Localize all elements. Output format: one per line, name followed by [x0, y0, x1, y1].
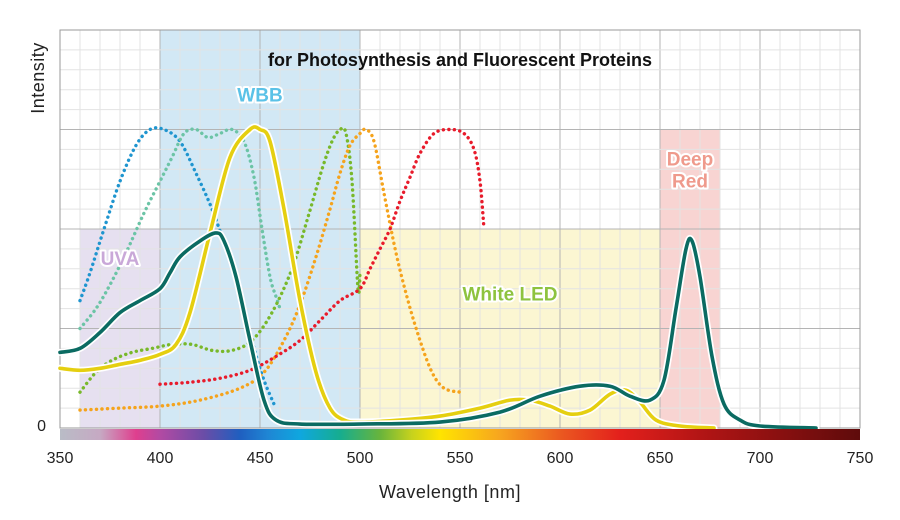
band-label-uva: UVA: [101, 249, 140, 270]
chart-title: for Photosynthesis and Fluorescent Prote…: [268, 50, 652, 70]
band-deep-red: [660, 129, 720, 428]
x-tick-label: 500: [347, 450, 374, 467]
x-tick-label: 450: [247, 450, 274, 467]
x-tick-label: 350: [47, 450, 74, 467]
plot-frame: [59, 29, 861, 429]
spectra-series: [56, 123, 820, 432]
x-tick-label: 750: [847, 450, 874, 467]
y-zero-label: 0: [37, 418, 46, 435]
series-green-dotted: [78, 126, 362, 394]
series-orange-dotted: [78, 127, 462, 412]
x-tick-label: 650: [647, 450, 674, 467]
band-label-deep-red: Deep Red: [667, 149, 713, 192]
band-label-white-led: White LED: [463, 285, 558, 306]
y-axis-label: Intensity: [28, 42, 48, 114]
x-tick-label: 400: [147, 450, 174, 467]
series-teal-solid: [58, 231, 818, 430]
x-tick-label: 700: [747, 450, 774, 467]
x-tick-label: 600: [547, 450, 574, 467]
grid: [60, 30, 860, 428]
visible-spectrum-gradient: [60, 429, 860, 440]
band-label-wbb: WBB: [237, 86, 282, 107]
series-yellow-solid: [58, 125, 716, 430]
x-tick-labels: 350 400 450 500 550 600 650 700 750: [47, 450, 874, 467]
color-spectrum-bar: [60, 429, 860, 440]
x-tick-label: 550: [447, 450, 474, 467]
series-blue-dotted: [78, 126, 276, 406]
band-labels: UVA WBB White LED Deep Red: [99, 84, 716, 308]
x-axis-label: Wavelength [nm]: [379, 482, 521, 502]
series-cyan-dotted: [78, 127, 282, 331]
